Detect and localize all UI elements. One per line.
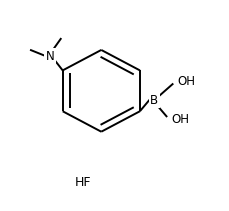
Text: N: N [45, 50, 54, 63]
Text: B: B [150, 94, 158, 107]
Text: OH: OH [177, 75, 195, 88]
Text: OH: OH [171, 113, 189, 126]
Text: HF: HF [74, 176, 91, 188]
